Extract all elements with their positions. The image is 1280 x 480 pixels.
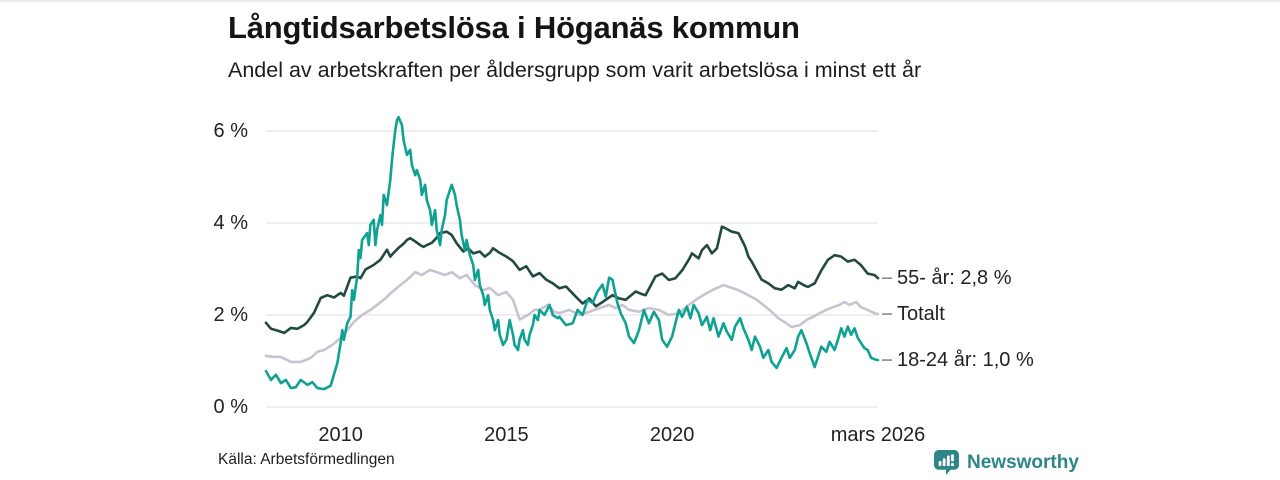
series-line-18-24år <box>264 115 880 391</box>
series-label-55-år: 55- år: 2,8 % <box>897 267 1012 290</box>
series-line-55-år <box>264 225 880 335</box>
x-tick-label: 2010 <box>318 424 363 446</box>
newsworthy-bubble-chart-icon <box>934 450 959 475</box>
x-tick-label: 2015 <box>484 424 529 446</box>
chart-title: Långtidsarbetslösa i Höganäs kommun <box>228 10 800 45</box>
y-tick-label: 0 % <box>213 396 248 418</box>
series-line-Totalt <box>264 268 880 364</box>
y-tick-label: 4 % <box>213 212 248 234</box>
brand-wordmark: Newsworthy <box>967 451 1079 473</box>
chart-subtitle: Andel av arbetskraften per åldersgrupp s… <box>228 58 922 82</box>
series-label-18-24år: 18-24 år: 1,0 % <box>897 349 1034 372</box>
source-note: Källa: Arbetsförmedlingen <box>218 451 395 468</box>
x-tick-label: 2020 <box>649 424 695 446</box>
x-tick-label: mars 2026 <box>830 424 926 446</box>
brand-logo: Newsworthy <box>933 449 1079 476</box>
series-label-Totalt: Totalt <box>897 303 945 326</box>
top-border <box>0 0 1280 2</box>
y-tick-label: 2 % <box>213 304 248 326</box>
y-tick-label: 6 % <box>213 120 248 142</box>
